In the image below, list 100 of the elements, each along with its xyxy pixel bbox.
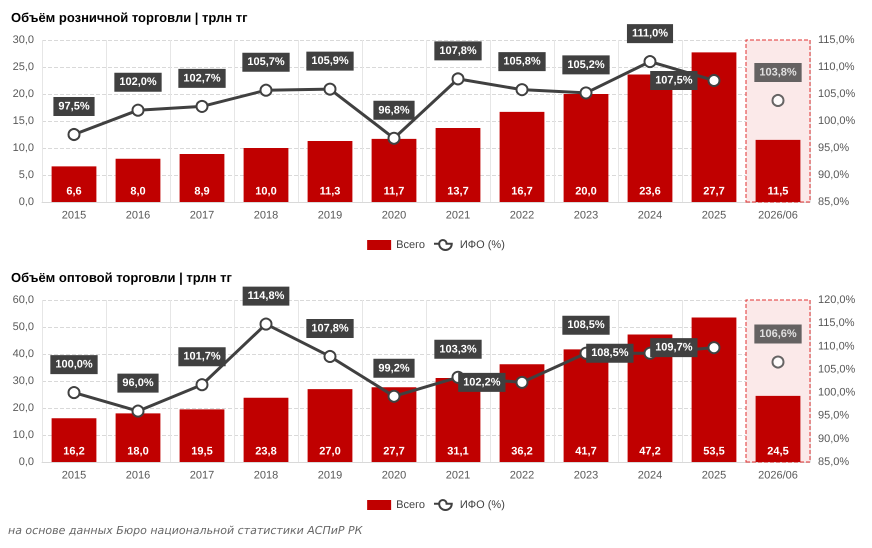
x-tick-label: 2025 — [702, 210, 726, 222]
data-label: 16,7 — [511, 186, 533, 198]
point — [68, 128, 80, 141]
bar — [308, 389, 352, 462]
y2-tick-label: 115,0% — [818, 317, 855, 330]
x-tick-label: 2023 — [574, 470, 598, 482]
y-tick-label: 30,0 — [12, 375, 34, 387]
y2-tick-label: 110,0% — [818, 340, 855, 352]
y-tick-label: 20,0 — [12, 402, 34, 414]
point — [132, 404, 144, 418]
data-label: 53,5 — [703, 446, 725, 458]
y-tick-label: 25,0 — [12, 61, 34, 73]
y-tick-label: 10,0 — [12, 429, 34, 441]
y-tick-label: 5,0 — [18, 169, 34, 181]
x-tick-label: 2024 — [638, 210, 662, 222]
bar — [180, 409, 224, 462]
data-label: 111,0% — [632, 28, 668, 40]
data-label: 8,0 — [130, 186, 146, 198]
data-label: 105,9% — [311, 55, 349, 68]
bar — [116, 158, 160, 202]
x-tick-label: 2018 — [254, 210, 278, 222]
data-label: 108,5% — [567, 319, 605, 332]
data-label: 107,5% — [655, 74, 693, 86]
bar — [436, 128, 480, 202]
data-label: 97,5% — [58, 100, 90, 112]
y2-tick-label: 100,0% — [818, 115, 856, 127]
bar — [500, 364, 544, 462]
data-label: 100,0% — [55, 358, 93, 371]
point — [68, 386, 80, 400]
data-label: 107,8% — [439, 44, 477, 57]
y2-tick-label: 95,0% — [818, 410, 850, 422]
data-label: 31,1 — [447, 446, 469, 458]
y2-tick-label: 85,0% — [818, 196, 850, 208]
data-label: 8,9 — [194, 186, 210, 198]
bar — [372, 138, 416, 202]
data-label: 20,0 — [575, 186, 597, 198]
point — [772, 356, 784, 369]
x-tick-label: 2022 — [510, 470, 534, 482]
x-tick-label: 2017 — [190, 210, 214, 222]
data-label: 103,3% — [439, 343, 477, 356]
y2-tick-label: 105,0% — [818, 88, 856, 100]
chart-title: Объём оптовой торговли | трлн тг — [11, 270, 232, 285]
data-label: 24,5 — [767, 446, 789, 458]
data-label: 96,0% — [122, 377, 154, 390]
x-tick-label: 2017 — [190, 470, 214, 482]
y-tick-label: 20,0 — [12, 88, 34, 100]
data-label: 108,5% — [591, 347, 629, 360]
x-tick-label: 2020 — [382, 210, 406, 222]
bar — [756, 396, 800, 462]
data-label: 99,2% — [378, 362, 410, 374]
data-label: 41,7 — [575, 446, 597, 458]
x-tick-label: 2019 — [318, 210, 342, 222]
point — [772, 94, 784, 107]
x-tick-label: 2021 — [446, 470, 470, 482]
bar — [116, 413, 160, 462]
data-label: 11,7 — [384, 186, 404, 198]
data-label: 19,5 — [191, 446, 213, 458]
data-label: 96,8% — [378, 104, 410, 116]
y-tick-label: 30,0 — [12, 34, 34, 46]
data-label: 105,7% — [247, 56, 285, 68]
bar — [244, 398, 288, 462]
x-tick-label: 2015 — [62, 470, 86, 482]
y-tick-label: 50,0 — [12, 321, 34, 333]
data-label: 102,2% — [463, 376, 501, 388]
x-tick-label: 2022 — [510, 210, 534, 222]
data-label: 102,7% — [183, 72, 221, 84]
x-tick-label: 2020 — [382, 470, 406, 482]
data-label: 6,6 — [66, 186, 82, 198]
y2-tick-label: 90,0% — [818, 432, 850, 445]
point — [580, 86, 592, 100]
x-tick-label: 2015 — [62, 210, 86, 222]
x-tick-label: 2021 — [446, 210, 470, 222]
bar — [372, 387, 416, 462]
point — [516, 83, 528, 96]
x-tick-label: 2026/06 — [758, 210, 798, 222]
y2-tick-label: 120,0% — [818, 294, 856, 306]
data-label: 47,2 — [639, 446, 661, 458]
y-tick-label: 60,0 — [12, 294, 34, 306]
y2-tick-label: 85,0% — [818, 456, 850, 468]
bar — [756, 140, 800, 202]
x-tick-label: 2016 — [126, 470, 150, 482]
data-label: 18,0 — [127, 446, 149, 458]
point — [132, 104, 144, 117]
bar — [52, 166, 96, 202]
y-tick-label: 15,0 — [12, 115, 34, 127]
bar — [244, 148, 288, 202]
point — [324, 82, 336, 96]
point — [516, 376, 528, 389]
x-tick-label: 2024 — [638, 470, 662, 482]
data-label: 105,8% — [503, 56, 541, 68]
point — [260, 318, 272, 331]
point — [324, 350, 336, 363]
data-label: 107,8% — [311, 322, 349, 334]
bar — [692, 52, 736, 202]
chart-title: Объём розничной торговли | трлн тг — [11, 10, 248, 25]
point — [452, 72, 464, 86]
y-tick-label: 0,0 — [18, 196, 34, 208]
point — [388, 390, 400, 403]
point — [388, 132, 400, 145]
point — [708, 341, 720, 354]
